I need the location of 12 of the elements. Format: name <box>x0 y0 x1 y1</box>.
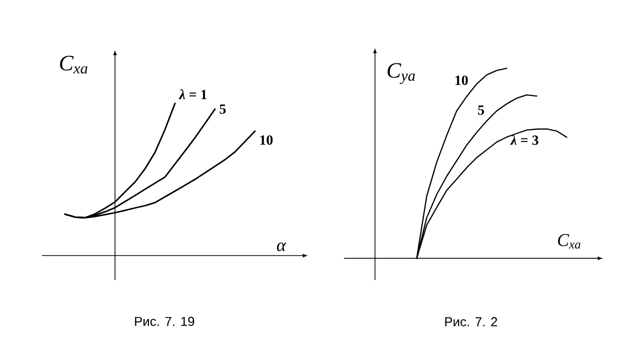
series-label: 5 <box>220 104 226 114</box>
x-axis-title: C$_{xa}$ <box>558 234 580 249</box>
text: Рис. 7. 19 <box>135 316 194 326</box>
series-label: 10 <box>260 135 273 145</box>
series-label: λ = 3 <box>510 134 538 145</box>
series-label: 10 <box>456 76 468 85</box>
x-axis-title: α <box>276 242 286 252</box>
series-label: 5 <box>478 105 484 115</box>
y-axis-title: C$_{xa}$ <box>60 56 88 74</box>
series-label: λ = 1 <box>178 89 207 100</box>
text: Рис. 7. 2 <box>445 317 498 326</box>
y-axis-title: C$_{ya}$ <box>388 63 415 84</box>
